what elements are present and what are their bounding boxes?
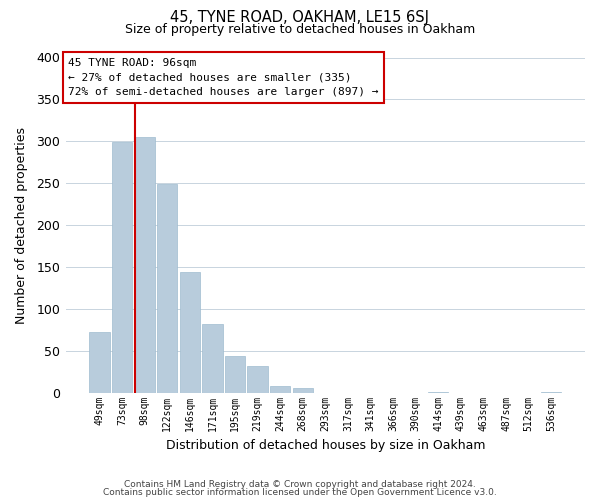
Text: Size of property relative to detached houses in Oakham: Size of property relative to detached ho… <box>125 22 475 36</box>
Bar <box>89 332 110 393</box>
Text: Contains HM Land Registry data © Crown copyright and database right 2024.: Contains HM Land Registry data © Crown c… <box>124 480 476 489</box>
Bar <box>134 137 155 393</box>
X-axis label: Distribution of detached houses by size in Oakham: Distribution of detached houses by size … <box>166 440 485 452</box>
Bar <box>428 392 448 393</box>
Bar <box>541 392 562 393</box>
Bar <box>225 356 245 393</box>
Text: 45, TYNE ROAD, OAKHAM, LE15 6SJ: 45, TYNE ROAD, OAKHAM, LE15 6SJ <box>170 10 430 25</box>
Bar <box>293 388 313 393</box>
Bar <box>270 386 290 393</box>
Text: 45 TYNE ROAD: 96sqm
← 27% of detached houses are smaller (335)
72% of semi-detac: 45 TYNE ROAD: 96sqm ← 27% of detached ho… <box>68 58 379 97</box>
Bar <box>180 272 200 393</box>
Y-axis label: Number of detached properties: Number of detached properties <box>15 127 28 324</box>
Bar <box>247 366 268 393</box>
Text: Contains public sector information licensed under the Open Government Licence v3: Contains public sector information licen… <box>103 488 497 497</box>
Bar <box>157 184 178 393</box>
Bar <box>202 324 223 393</box>
Bar <box>112 142 132 393</box>
